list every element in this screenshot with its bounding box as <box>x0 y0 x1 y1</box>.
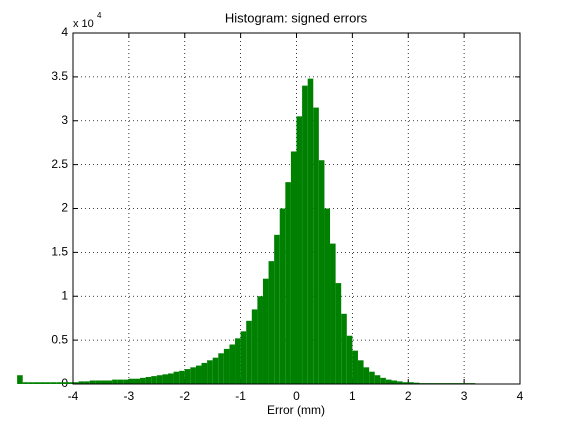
bar <box>156 375 163 384</box>
bar <box>285 182 291 384</box>
y-tick-label: 1 <box>61 288 68 302</box>
bar <box>391 380 398 384</box>
bar <box>357 360 364 384</box>
bar <box>50 382 57 384</box>
bar <box>100 380 107 384</box>
y-multiplier: x 10 <box>73 18 94 30</box>
bar <box>140 377 146 384</box>
bar <box>128 378 135 384</box>
bar <box>229 344 236 384</box>
bar <box>212 357 219 384</box>
bar <box>307 78 314 384</box>
bar <box>352 350 358 384</box>
bar <box>190 367 196 384</box>
bar <box>61 382 68 384</box>
bar <box>145 376 152 384</box>
bar <box>106 380 113 384</box>
bar <box>123 379 129 384</box>
bar <box>313 107 319 385</box>
bar <box>279 208 286 384</box>
bar <box>341 313 347 384</box>
bar <box>179 370 185 384</box>
x-tick-label: 3 <box>461 389 468 403</box>
bar <box>330 243 336 384</box>
bar <box>78 381 85 384</box>
bar <box>335 283 342 384</box>
x-tick-label: 2 <box>405 389 412 403</box>
bar <box>33 382 40 384</box>
bar <box>246 320 252 384</box>
bar <box>184 369 191 384</box>
bar <box>240 331 247 384</box>
y-multiplier-exponent: 4 <box>97 11 102 20</box>
x-axis-label: Error (mm) <box>267 403 325 417</box>
bar <box>167 373 174 384</box>
bar <box>268 261 275 384</box>
bar <box>262 278 269 384</box>
bar <box>223 348 230 384</box>
y-tick-label: 3 <box>61 113 68 127</box>
bar <box>251 309 258 384</box>
bar <box>73 382 79 384</box>
bar <box>112 379 118 384</box>
bar <box>89 380 96 384</box>
x-tick-label: -3 <box>124 389 135 403</box>
bar <box>67 382 73 384</box>
bar <box>84 381 90 384</box>
x-tick-label: -2 <box>179 389 190 403</box>
bar <box>235 338 241 384</box>
bar <box>134 378 141 384</box>
bar <box>408 382 414 384</box>
y-tick-label: 3.5 <box>51 69 68 83</box>
bar <box>324 208 331 384</box>
bar <box>274 234 280 384</box>
y-tick-label: 0.5 <box>51 332 68 346</box>
bar <box>56 382 62 384</box>
bar <box>117 379 124 384</box>
x-tick-label: 1 <box>349 389 356 403</box>
bar <box>369 371 375 384</box>
bar <box>207 360 213 384</box>
y-tick-label: 2.5 <box>51 157 68 171</box>
bar <box>413 382 420 384</box>
bar <box>22 382 29 384</box>
x-tick-label: -1 <box>235 389 246 403</box>
bar <box>162 374 168 384</box>
bar <box>218 353 224 384</box>
chart-title: Histogram: signed errors <box>225 10 368 25</box>
y-tick-label: 4 <box>61 25 68 39</box>
bar <box>346 335 353 384</box>
bar <box>45 382 51 384</box>
bar <box>374 375 381 384</box>
x-tick-label: 0 <box>293 389 300 403</box>
bar <box>380 377 386 384</box>
bar <box>302 85 308 385</box>
bar <box>397 381 403 384</box>
y-tick-label: 2 <box>61 201 68 215</box>
bar <box>257 296 263 384</box>
bar <box>318 160 325 384</box>
bar <box>363 367 370 384</box>
bar <box>385 379 392 384</box>
axes-box <box>72 32 521 385</box>
x-tick-label: -4 <box>68 389 79 403</box>
bar <box>95 380 101 384</box>
bar <box>201 362 208 384</box>
x-tick-label: 4 <box>517 389 524 403</box>
bar <box>195 365 202 384</box>
bar <box>17 375 23 384</box>
bar <box>151 376 157 384</box>
bar <box>296 116 303 385</box>
bar <box>28 382 34 384</box>
bar <box>39 382 46 384</box>
bar <box>173 371 180 384</box>
bar <box>290 151 297 384</box>
bar <box>402 382 409 384</box>
y-tick-label: 1.5 <box>51 245 68 259</box>
